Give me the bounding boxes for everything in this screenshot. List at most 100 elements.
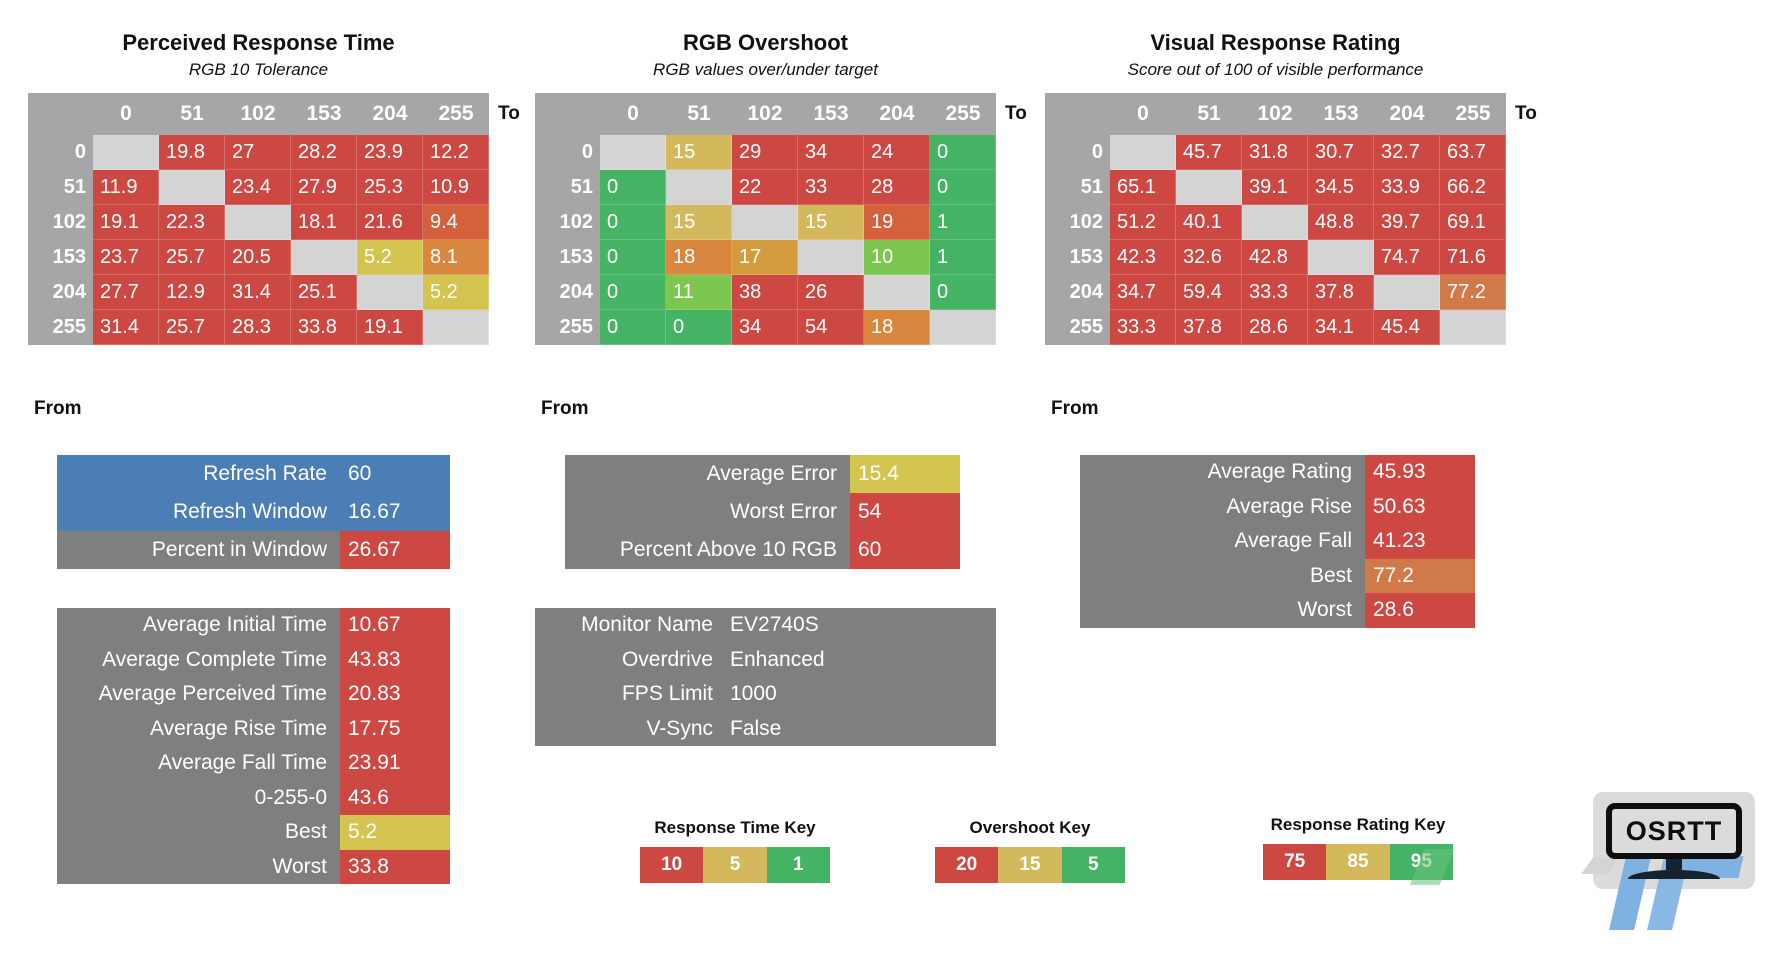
heatmap-cell: 17 [732, 240, 798, 275]
heatmap-cell: 40.1 [1176, 205, 1242, 240]
refresh-summary-box: Refresh Rate 60 Refresh Window 16.67 Percent… [57, 455, 450, 569]
heatmap-cell: 19.1 [357, 310, 423, 345]
key-segment: 1 [766, 847, 830, 883]
heatmap-cell: 29 [732, 135, 798, 170]
col-header: 0 [600, 93, 666, 135]
summary-label: Average Fall Time [158, 751, 327, 775]
heatmap-cell: 25.7 [159, 240, 225, 275]
heatmap-cell: 1 [930, 240, 996, 275]
row-header: 0 [535, 135, 600, 170]
heatmap-cell: 45.4 [1374, 310, 1440, 345]
table-subtitle: RGB values over/under target [653, 60, 878, 79]
heatmap-cell: 15 [666, 205, 732, 240]
heatmap-cell: 31.4 [225, 275, 291, 310]
summary-row: V-Sync False [535, 711, 996, 746]
heatmap-cell: 9.4 [423, 205, 489, 240]
overshoot-stats-box: Average Error 15.4 Worst Error 54 Percent Ab… [565, 455, 960, 569]
table-subtitle: Score out of 100 of visible performance [1127, 60, 1424, 79]
summary-label: FPS Limit [621, 682, 713, 706]
summary-row: Worst 28.6 [1080, 593, 1475, 628]
heatmap-cell [1374, 275, 1440, 310]
heatmap-cell: 20.5 [225, 240, 291, 275]
table-row: 0 19.8 27 28.2 23.9 12.2 [28, 135, 489, 170]
table-row: 255 33.3 37.8 28.6 34.1 45.4 [1045, 310, 1506, 345]
summary-label: Average Complete Time [102, 647, 327, 671]
heatmap-cell: 71.6 [1440, 240, 1506, 275]
heatmap-cell: 25.7 [159, 310, 225, 345]
corner-cell [535, 93, 600, 135]
heatmap-cell: 19.1 [93, 205, 159, 240]
heatmap-cell: 25.3 [357, 170, 423, 205]
row-header: 0 [1045, 135, 1110, 170]
summary-value: 28.6 [1365, 593, 1475, 628]
perceived-response-time-heatmap: 0 51 102 153 204 255 0 19.8 27 28.2 23.9 12.2 51 11.9… [28, 93, 489, 345]
heatmap-cell: 19.8 [159, 135, 225, 170]
row-header: 102 [1045, 205, 1110, 240]
summary-row: Average Complete Time 43.83 [57, 642, 450, 677]
key-segment: 15 [998, 847, 1062, 883]
heatmap-cell: 24 [864, 135, 930, 170]
heatmap-cell [1242, 205, 1308, 240]
summary-row: Worst 33.8 [57, 849, 450, 884]
heatmap-cell: 63.7 [1440, 135, 1506, 170]
corner-cell [1045, 93, 1110, 135]
table-row: 255 0 0 34 54 18 [535, 310, 996, 345]
summary-row: Monitor Name EV2740S [535, 608, 996, 643]
monitor-stand-neck-icon [1666, 859, 1682, 870]
summary-row: FPS Limit 1000 [535, 677, 996, 712]
heatmap-cell [864, 275, 930, 310]
row-header: 51 [28, 170, 93, 205]
summary-value: 5.2 [340, 815, 450, 850]
row-header: 51 [535, 170, 600, 205]
summary-label: Percent Above 10 RGB [619, 538, 837, 561]
heatmap-cell: 23.4 [225, 170, 291, 205]
summary-value: False [730, 716, 782, 740]
heatmap-cell: 22 [732, 170, 798, 205]
heatmap-cell: 69.1 [1440, 205, 1506, 240]
col-header: 204 [1374, 93, 1440, 135]
heatmap-cell [1308, 240, 1374, 275]
heatmap-cell: 42.3 [1110, 240, 1176, 275]
heatmap-cell: 1 [930, 205, 996, 240]
heatmap-cell: 0 [930, 275, 996, 310]
col-header: 102 [1242, 93, 1308, 135]
summary-value: 60 [348, 462, 372, 485]
summary-row: 0-255-0 43.6 [57, 780, 450, 815]
osrtt-logo: OSRTT [1581, 792, 1755, 930]
summary-value: 10.67 [340, 608, 450, 643]
heatmap-cell: 37.8 [1176, 310, 1242, 345]
header-row: 0 51 102 153 204 255 [535, 93, 996, 135]
table-row: 102 19.1 22.3 18.1 21.6 9.4 [28, 205, 489, 240]
col-header: 255 [930, 93, 996, 135]
table-title: Visual Response Rating [1150, 30, 1401, 55]
row-header: 153 [28, 240, 93, 275]
summary-value: EV2740S [730, 613, 819, 637]
key-segment: 85 [1326, 844, 1390, 880]
heatmap-cell: 38 [732, 275, 798, 310]
heatmap-cell: 32.6 [1176, 240, 1242, 275]
heatmap-cell: 51.2 [1110, 205, 1176, 240]
heatmap-cell: 28.6 [1242, 310, 1308, 345]
table-row: 0 45.7 31.8 30.7 32.7 63.7 [1045, 135, 1506, 170]
heatmap-cell: 33.3 [1110, 310, 1176, 345]
row-header: 51 [1045, 170, 1110, 205]
key-segment: 10 [640, 847, 704, 883]
summary-label: Average Rating [1207, 460, 1352, 484]
col-header: 255 [1440, 93, 1506, 135]
summary-row: Average Fall 41.23 [1080, 524, 1475, 559]
summary-row: Average Perceived Time 20.83 [57, 677, 450, 712]
from-label: From [34, 398, 82, 419]
heatmap-cell: 0 [600, 205, 666, 240]
summary-row: Refresh Window 16.67 [57, 493, 450, 531]
heatmap-cell: 48.8 [1308, 205, 1374, 240]
header-row: 0 51 102 153 204 255 [28, 93, 489, 135]
heatmap-cell: 33.3 [1242, 275, 1308, 310]
col-header: 0 [1110, 93, 1176, 135]
heatmap-cell: 59.4 [1176, 275, 1242, 310]
heatmap-cell: 22.3 [159, 205, 225, 240]
heatmap-cell: 27 [225, 135, 291, 170]
heatmap-cell: 0 [600, 275, 666, 310]
heatmap-cell: 31.8 [1242, 135, 1308, 170]
heatmap-cell: 42.8 [1242, 240, 1308, 275]
table-row: 153 23.7 25.7 20.5 5.2 8.1 [28, 240, 489, 275]
